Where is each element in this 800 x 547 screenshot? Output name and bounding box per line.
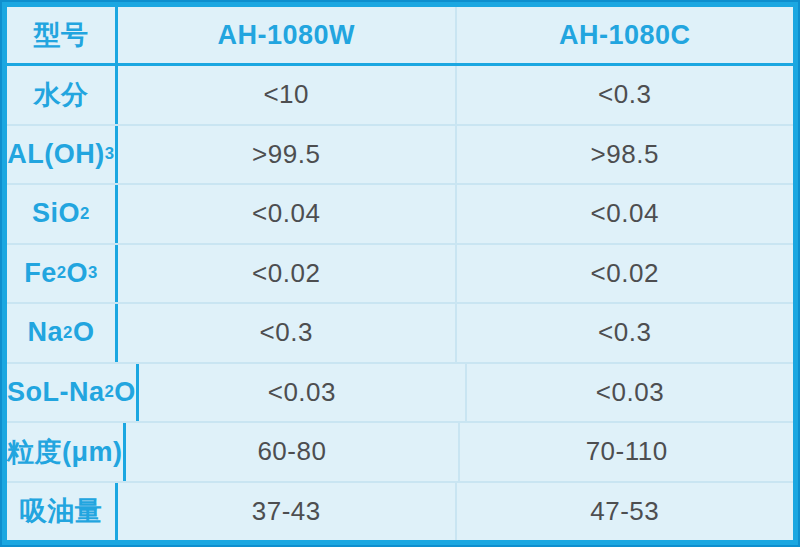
header-col-ah1080w: AH-1080W	[118, 7, 457, 63]
row-moisture-label: 水分	[7, 66, 118, 124]
spec-table-inner: 型号 AH-1080W AH-1080C 水分<10<0.3AL(OH)3>99…	[2, 2, 798, 545]
row-na2o-value-ah1080c: <0.3	[457, 304, 794, 362]
row-oil-absorption-label: 吸油量	[7, 483, 118, 541]
row-aloh3: AL(OH)3>99.5>98.5	[7, 126, 793, 186]
row-sio2-value-ah1080w: <0.04	[118, 185, 457, 243]
header-col-ah1080c: AH-1080C	[457, 7, 794, 63]
row-fe2o3-value-ah1080w: <0.02	[118, 245, 457, 303]
row-oil-absorption-value-ah1080c: 47-53	[457, 483, 794, 541]
row-oil-absorption-value-ah1080w: 37-43	[118, 483, 457, 541]
row-moisture: 水分<10<0.3	[7, 66, 793, 126]
row-sio2-label: SiO2	[7, 185, 118, 243]
row-particle-size: 粒度(μm)60-8070-110	[7, 423, 793, 483]
row-particle-size-label: 粒度(μm)	[7, 423, 126, 481]
row-na2o-label: Na2O	[7, 304, 118, 362]
row-moisture-value-ah1080w: <10	[118, 66, 457, 124]
row-aloh3-label: AL(OH)3	[7, 126, 118, 184]
row-particle-size-value-ah1080w: 60-80	[126, 423, 461, 481]
spec-table: 型号 AH-1080W AH-1080C 水分<10<0.3AL(OH)3>99…	[0, 0, 800, 547]
row-oil-absorption: 吸油量37-4347-53	[7, 483, 793, 541]
row-sol-na2o-value-ah1080w: <0.03	[139, 364, 467, 422]
row-particle-size-value-ah1080c: 70-110	[460, 423, 793, 481]
row-aloh3-value-ah1080w: >99.5	[118, 126, 457, 184]
header-model-label: 型号	[7, 7, 118, 63]
header-row: 型号 AH-1080W AH-1080C	[7, 7, 793, 66]
row-aloh3-value-ah1080c: >98.5	[457, 126, 794, 184]
row-na2o: Na2O<0.3<0.3	[7, 304, 793, 364]
row-moisture-value-ah1080c: <0.3	[457, 66, 794, 124]
table-body: 水分<10<0.3AL(OH)3>99.5>98.5SiO2<0.04<0.04…	[7, 66, 793, 540]
row-sio2-value-ah1080c: <0.04	[457, 185, 794, 243]
row-sol-na2o: SoL-Na2O<0.03<0.03	[7, 364, 793, 424]
row-na2o-value-ah1080w: <0.3	[118, 304, 457, 362]
row-fe2o3-label: Fe2O3	[7, 245, 118, 303]
row-fe2o3-value-ah1080c: <0.02	[457, 245, 794, 303]
row-fe2o3: Fe2O3<0.02<0.02	[7, 245, 793, 305]
row-sol-na2o-value-ah1080c: <0.03	[467, 364, 793, 422]
row-sio2: SiO2<0.04<0.04	[7, 185, 793, 245]
row-sol-na2o-label: SoL-Na2O	[7, 364, 139, 422]
